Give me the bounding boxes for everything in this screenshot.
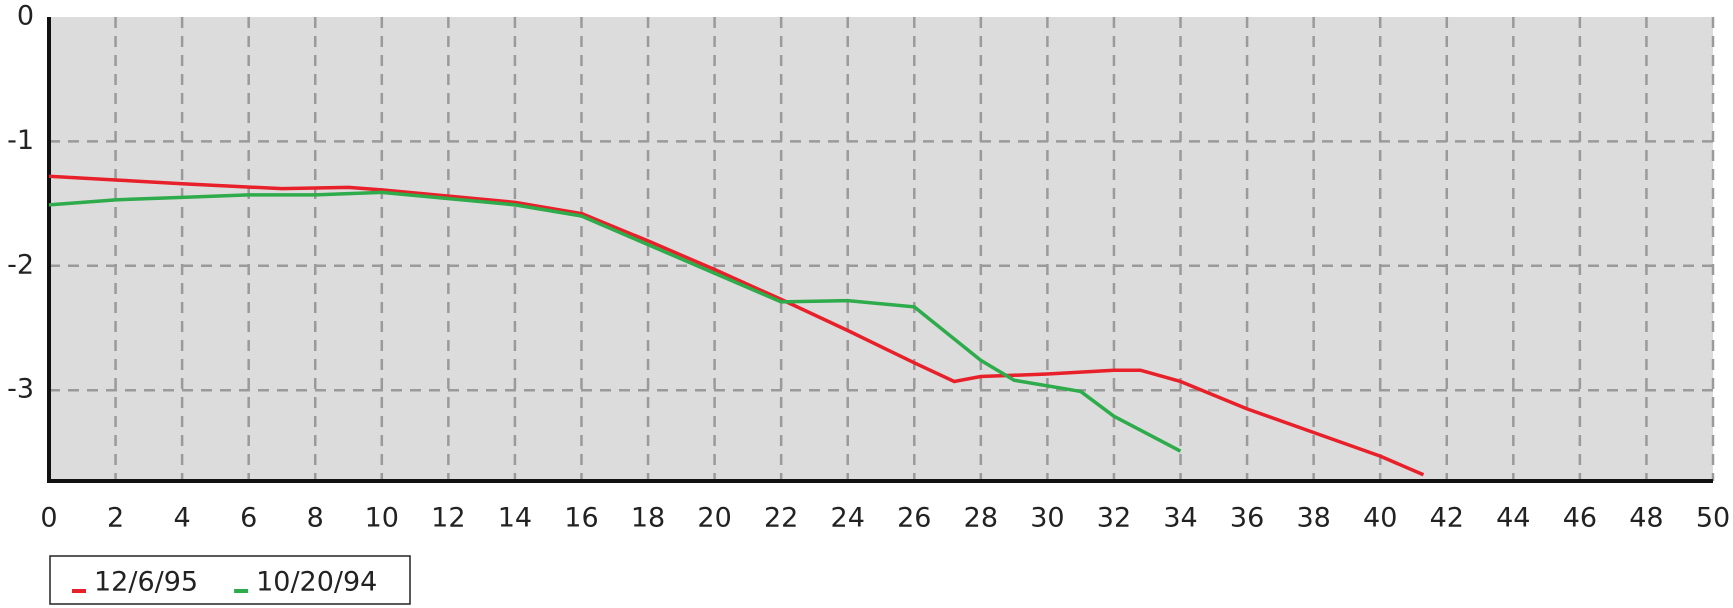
y-tick-label: -1 xyxy=(7,125,34,156)
x-tick-label: 48 xyxy=(1629,503,1663,534)
legend-label: 10/20/94 xyxy=(256,567,377,598)
x-tick-label: 26 xyxy=(897,503,931,534)
y-tick-label: -3 xyxy=(7,374,34,405)
x-tick-label: 12 xyxy=(431,503,465,534)
x-tick-label: 20 xyxy=(697,503,731,534)
x-tick-label: 30 xyxy=(1030,503,1064,534)
legend-label: 12/6/95 xyxy=(94,567,198,598)
x-tick-label: 38 xyxy=(1296,503,1330,534)
x-tick-label: 0 xyxy=(40,503,57,534)
x-tick-label: 44 xyxy=(1496,503,1530,534)
x-tick-label: 14 xyxy=(498,503,532,534)
x-tick-label: 32 xyxy=(1097,503,1131,534)
y-tick-label: 0 xyxy=(17,1,34,32)
line-series xyxy=(48,174,1425,477)
x-tick-label: 10 xyxy=(365,503,399,534)
plot-area xyxy=(49,17,1713,481)
x-tick-label: 40 xyxy=(1363,503,1397,534)
x-tick-label: 50 xyxy=(1696,503,1730,534)
x-tick-label: 34 xyxy=(1163,503,1197,534)
x-tick-label: 42 xyxy=(1430,503,1464,534)
line-series xyxy=(48,190,1182,453)
x-tick-label: 16 xyxy=(564,503,598,534)
x-tick-label: 28 xyxy=(964,503,998,534)
x-tick-label: 46 xyxy=(1563,503,1597,534)
x-tick-label: 36 xyxy=(1230,503,1264,534)
x-tick-label: 4 xyxy=(174,503,191,534)
x-tick-label: 18 xyxy=(631,503,665,534)
x-tick-label: 2 xyxy=(107,503,124,534)
x-tick-label: 22 xyxy=(764,503,798,534)
y-tick-label: -2 xyxy=(7,249,34,280)
x-tick-label: 8 xyxy=(307,503,324,534)
legend xyxy=(49,555,411,605)
x-tick-label: 24 xyxy=(831,503,865,534)
x-tick-label: 6 xyxy=(240,503,257,534)
